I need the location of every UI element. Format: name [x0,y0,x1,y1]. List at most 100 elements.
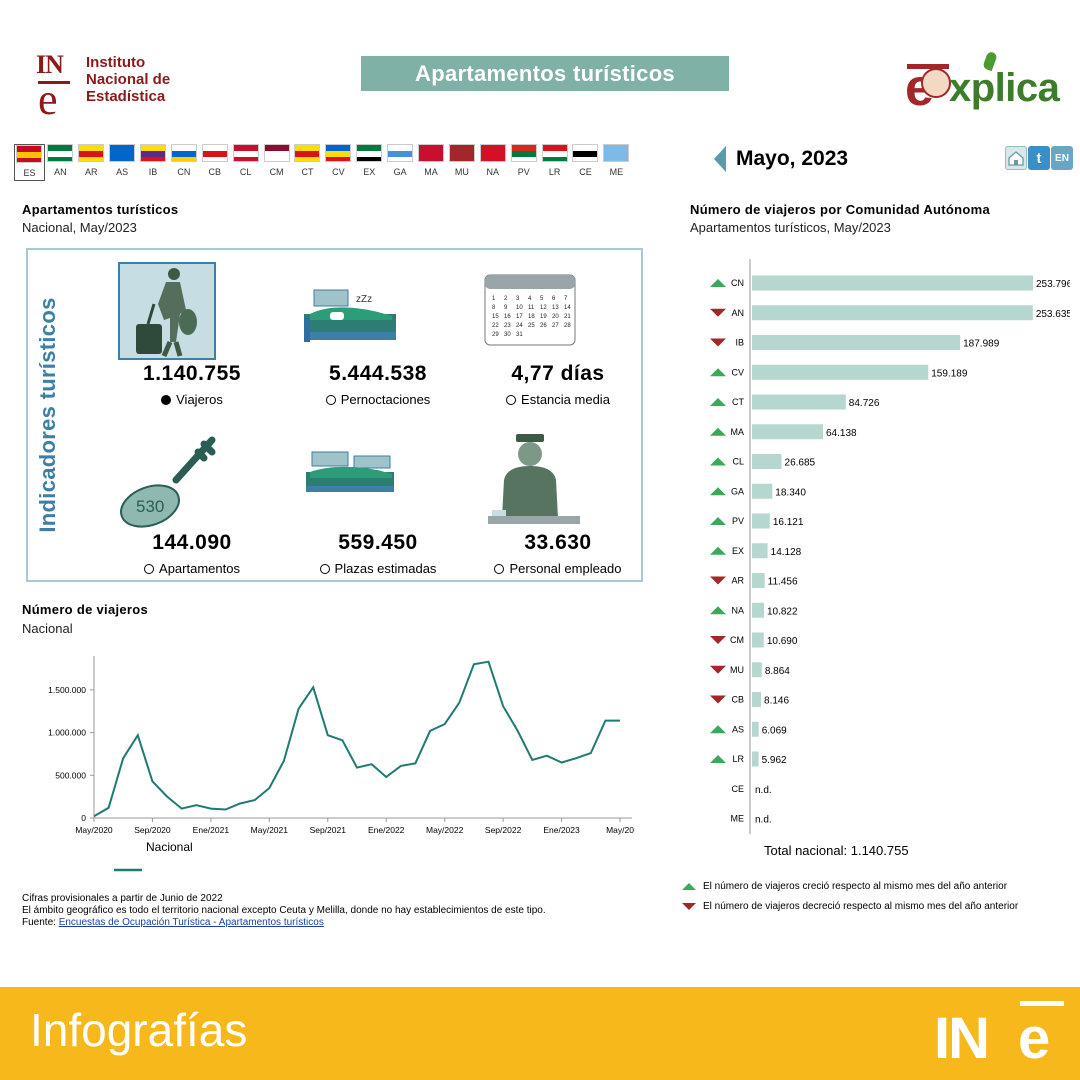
indicator-apartamentos[interactable]: 144.090 Apartamentos [102,531,282,576]
indicator-value: 1.140.755 [143,362,241,385]
bar-value-label: 159.189 [931,368,968,379]
bar-category-label: LR [732,754,744,764]
calendar-day: 2 [504,296,508,302]
bar-category-label: MA [731,427,745,437]
bar-value-label: 253.635 [1036,309,1070,320]
toolbar: t EN [1005,146,1073,170]
calendar-day: 9 [504,305,508,311]
line-chart: 0 500.000 1.000.000 1.500.000 May/2020 Sep/20… [48,656,634,872]
indicator-personal-empleado[interactable]: 33.630 Personal empleado [468,531,648,576]
flag-pv[interactable]: PV [508,144,539,181]
flag-code: CE [579,167,592,177]
flag-an[interactable]: AN [45,144,76,181]
flag-me[interactable]: ME [601,144,632,181]
bed-icon: zZz [300,288,400,353]
calendar-day: 17 [516,314,523,320]
bar-category-label: CM [730,635,744,645]
calendar-day: 20 [552,314,559,320]
flag-ga[interactable]: GA [385,144,416,181]
flag-an-icon [47,144,74,162]
trend-down-icon [710,338,726,347]
flag-cb[interactable]: CB [199,144,230,181]
key-tag-label: 530 [136,497,164,516]
explica-logo[interactable]: e xplica [905,50,1070,122]
flag-na[interactable]: NA [477,144,508,181]
x-tick-label: Ene/2021 [193,825,230,835]
flag-code: EX [363,167,376,177]
beds-icon [302,450,398,505]
bar-chart: CN 253.796 AN 253.635 IB 187.989 CV 159.189 CT 84… [710,259,1070,858]
indicator-radio[interactable] [494,563,505,574]
indicator-plazas-estimadas[interactable]: 559.450 Plazas estimadas [288,531,468,576]
flag-ib[interactable]: IB [138,144,169,181]
bar-value-label: 84.726 [849,398,880,409]
trend-up-icon [710,427,726,436]
flag-code: CN [177,167,191,177]
indicator-value: 5.444.538 [329,362,427,385]
note-source: Fuente: Encuestas de Ocupación Turística… [22,917,546,929]
flag-cl[interactable]: CL [230,144,261,181]
indicator-radio[interactable] [506,394,517,405]
flag-ar[interactable]: AR [76,144,107,181]
flag-cm-icon [263,144,290,162]
flag-cm[interactable]: CM [261,144,292,181]
date-selector[interactable]: Mayo, 2023 [714,143,848,175]
note-scope: El ámbito geográfico es todo el territor… [22,905,546,916]
english-language-icon[interactable]: EN [1051,146,1073,170]
indicator-pernoctaciones[interactable]: 5.444.538 Pernoctaciones [288,362,468,407]
ine-name-line-3: Estadística [86,88,166,105]
flag-es[interactable]: ES [14,144,45,181]
y-tick-label: 1.500.000 [48,685,86,695]
bar-category-label: CL [732,457,744,467]
flag-as[interactable]: AS [107,144,138,181]
trend-down-icon [710,665,726,674]
indicator-value: 4,77 días [511,362,605,385]
bar-as [752,721,759,737]
calendar-day: 19 [540,314,547,320]
bar-category-label: CT [732,397,744,407]
trend-down-icon [710,636,726,644]
bar-category-label: MU [730,665,744,675]
ine-logo-mark: IN e [36,48,76,122]
bar-value-label: 16.121 [773,517,804,528]
bar-value-label: 18.340 [775,487,806,498]
indicator-radio[interactable] [325,394,336,405]
home-icon[interactable] [1005,146,1027,170]
ine-logo-name: Instituto Nacional de Estadística [86,54,206,105]
bar-cl [752,454,782,469]
flag-ma[interactable]: MA [416,144,447,181]
flag-lr[interactable]: LR [539,144,570,181]
source-link[interactable]: Encuestas de Ocupación Turística - Apart… [58,917,324,928]
indicator-estancia-media[interactable]: 4,77 días Estancia media [468,362,648,407]
flag-code: CB [208,167,222,177]
indicator-radio[interactable] [319,563,330,574]
flag-ct[interactable]: CT [292,144,323,181]
flag-ce[interactable]: CE [570,144,601,181]
flag-code: AS [116,167,129,177]
flag-ex[interactable]: EX [354,144,385,181]
bar-category-label: IB [735,338,744,348]
indicator-label: Apartamentos [159,561,240,576]
bar-lr [752,751,759,767]
x-tick-label: May/2020 [75,825,113,835]
bar-value-label: 5.962 [762,755,787,766]
bar-category-label: ME [731,814,745,824]
twitter-icon[interactable]: t [1028,146,1050,170]
flag-mu[interactable]: MU [446,144,477,181]
up-arrow-icon [682,883,696,890]
indicator-viajeros[interactable]: 1.140.755 Viajeros [102,362,282,407]
flag-cn[interactable]: CN [168,144,199,181]
flag-ga-icon [387,144,414,162]
indicator-radio[interactable] [144,563,155,574]
indicator-radio[interactable] [161,394,172,405]
bar-ct [752,394,846,410]
calendar-day: 10 [516,305,523,311]
calendar-day: 22 [492,323,499,329]
flag-ce-icon [572,144,599,162]
previous-month-arrow-icon[interactable] [714,146,726,172]
bar-pv [752,513,770,529]
source-label: Fuente: [22,917,56,928]
flag-cv[interactable]: CV [323,144,354,181]
footer-label: Infografías [30,1004,248,1056]
